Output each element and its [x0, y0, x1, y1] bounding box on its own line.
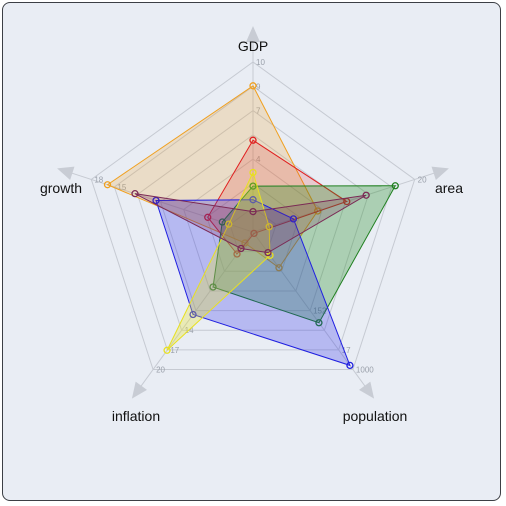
data-point [391, 182, 399, 190]
data-point [249, 168, 257, 177]
series-area-5 [166, 171, 271, 351]
axis-arrow [359, 381, 375, 399]
tick-label: 17 [170, 346, 179, 355]
series-area-3 [212, 185, 397, 324]
data-point [346, 361, 354, 370]
tick-label: 15 [117, 183, 126, 192]
series-area-2 [207, 139, 348, 255]
series-area-4 [155, 199, 351, 367]
data-point [241, 239, 249, 247]
data-point [362, 191, 370, 199]
data-point [249, 196, 257, 204]
data-point [152, 196, 160, 205]
data-point [225, 220, 233, 228]
tick-label: 4 [256, 155, 261, 164]
data-point [209, 283, 217, 291]
tick-label: 17 [342, 346, 351, 355]
series-area-6 [134, 193, 367, 254]
data-point [250, 229, 258, 238]
axis-title-inflation: inflation [112, 408, 160, 424]
data-point [204, 213, 212, 221]
data-point [315, 319, 323, 327]
tick-label: 9 [256, 82, 261, 91]
tick-label: 20 [156, 366, 165, 375]
tick-label: 18 [94, 175, 103, 184]
axis-title-population: population [343, 408, 408, 424]
tick-label: 1000 [356, 366, 374, 375]
tick-label: 152 [313, 307, 327, 316]
data-point [249, 82, 257, 90]
data-point [233, 250, 241, 258]
axis-arrow [246, 26, 260, 42]
radar-chart: 4 7 9 10 20 152 17 1000 14 17 20 15 18 GDP area populat… [40, 26, 463, 424]
data-point [189, 310, 197, 319]
chart-frame: 4 7 9 10 20 152 17 1000 14 17 20 15 18 GDP area populat… [2, 2, 501, 501]
data-point [131, 190, 139, 198]
grid-ring [113, 85, 393, 351]
data-point [275, 264, 283, 272]
data-point [265, 223, 273, 231]
grid-ring [183, 158, 323, 292]
tick-label: 7 [256, 107, 261, 116]
tick-label: 14 [185, 326, 194, 335]
tick-label: 10 [256, 58, 265, 67]
data-point [289, 215, 298, 223]
axis-arrow [431, 166, 449, 180]
grid-ring [229, 207, 277, 253]
axis-line [252, 169, 444, 233]
data-point [249, 182, 257, 190]
data-point [264, 248, 272, 257]
axis-title-area: area [435, 180, 463, 196]
data-point [237, 244, 245, 253]
tick-label: 20 [418, 175, 427, 184]
series-area-1 [106, 85, 319, 269]
axis-line [252, 231, 371, 395]
data-point [249, 136, 257, 144]
data-point [163, 346, 171, 354]
axis-line [135, 231, 254, 395]
data-point [218, 218, 226, 226]
axis-line [62, 169, 254, 233]
axis-title-growth: growth [40, 180, 82, 196]
axis-arrow [131, 381, 147, 399]
grid-ring [136, 109, 370, 331]
data-point [249, 207, 257, 216]
axis-arrow [57, 166, 75, 180]
grid-ring [90, 61, 416, 371]
data-point [103, 181, 112, 189]
axis-title-GDP: GDP [238, 38, 268, 54]
